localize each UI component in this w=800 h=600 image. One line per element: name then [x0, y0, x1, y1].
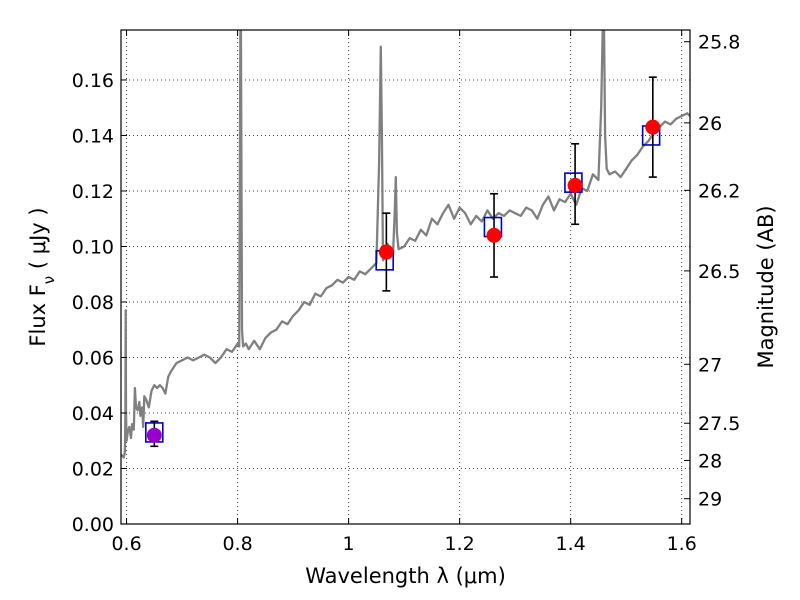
tick-marks [121, 30, 690, 525]
x-tick-label: 0.8 [222, 533, 252, 555]
y-tick-label: 0.06 [72, 347, 114, 369]
y-tick-label: 0.16 [72, 70, 114, 92]
right-tick-label: 27 [698, 354, 722, 376]
observed-flux-point [645, 119, 661, 135]
observed-flux-point [146, 427, 162, 443]
right-tick-label: 25.8 [698, 32, 740, 54]
right-tick-label: 26 [698, 113, 722, 135]
observed-flux-point [378, 244, 394, 260]
y-tick-label: 0.08 [72, 292, 114, 314]
x-tick-label: 1.2 [445, 533, 475, 555]
right-tick-label: 29 [698, 489, 722, 511]
y-tick-label: 0.12 [72, 181, 114, 203]
right-tick-label: 27.5 [698, 413, 740, 435]
right-tick-label: 28 [698, 450, 722, 472]
plot-frame [120, 29, 691, 525]
x-tick-label: 0.6 [111, 533, 141, 555]
x-tick-label: 1.6 [667, 533, 697, 555]
y-axis-title: Flux Fν ( μJy ) [26, 207, 58, 346]
right-tick-label: 26.5 [698, 261, 740, 283]
x-tick-label: 1 [343, 533, 355, 555]
right-tick-label: 26.2 [698, 180, 740, 202]
y-tick-label: 0.04 [72, 403, 114, 425]
y-tick-label: 0.00 [72, 514, 114, 536]
x-tick-label: 1.4 [556, 533, 586, 555]
observed-flux-point [486, 227, 502, 243]
spectrum-layer [121, 30, 690, 459]
spectrum-line [121, 30, 690, 459]
y-tick-label: 0.10 [72, 236, 114, 258]
x-axis-title: Wavelength λ (μm) [305, 564, 506, 588]
y-tick-label: 0.14 [72, 125, 114, 147]
observed-flux-point [567, 177, 583, 193]
marker-layer [145, 76, 661, 448]
y-tick-label: 0.02 [72, 458, 114, 480]
right-axis-title: Magnitude (AB) [754, 205, 778, 368]
tick-labels: 0.6 0.8 1 1.2 1.4 1.6 0.00 0.02 0.04 0.06 0.08 0.10… [72, 32, 741, 555]
